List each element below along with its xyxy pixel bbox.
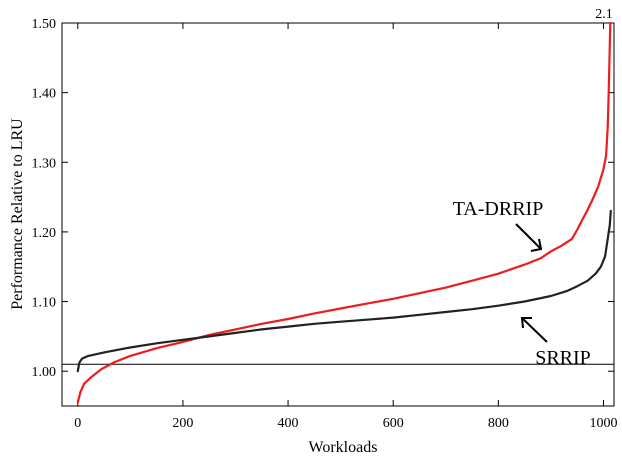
- clipped-value-label: 2.1: [595, 7, 613, 22]
- y-tick-label: 1.50: [32, 17, 57, 32]
- y-tick-label: 1.10: [32, 296, 57, 311]
- annotation-ta-drrip-arrow: [515, 223, 542, 250]
- x-axis-ticks: 0 200 400 600 800 1000: [74, 23, 617, 431]
- annotation-srrip: SRRIP: [535, 347, 591, 369]
- series-line-srrip: [76, 209, 612, 373]
- plot-area-frame: [61, 22, 615, 407]
- y-tick-label: 1.40: [32, 87, 57, 102]
- annotation-ta-drrip-arrowhead: [530, 238, 543, 252]
- x-tick-label: 200: [172, 416, 193, 431]
- x-tick-label: 0: [74, 416, 81, 431]
- x-tick-label: 600: [383, 416, 404, 431]
- x-tick-label: 400: [278, 416, 299, 431]
- y-axis-label: Performance Relative to LRU: [9, 118, 26, 310]
- series-layer: [76, 21, 612, 404]
- x-tick-label: 800: [488, 416, 509, 431]
- annotation-srrip-arrowhead: [520, 317, 532, 329]
- y-tick-label: 1.00: [32, 365, 57, 380]
- annotation-srrip-arrow: [521, 317, 548, 343]
- y-axis-ticks: 1.00 1.10 1.20 1.30 1.40 1.50: [32, 17, 614, 380]
- y-tick-label: 1.20: [32, 226, 57, 241]
- x-tick-label: 1000: [589, 416, 617, 431]
- annotation-ta-drrip: TA-DRRIP: [453, 198, 544, 220]
- x-axis-label: Workloads: [309, 439, 378, 456]
- series-line-ta-drrip: [76, 21, 612, 404]
- y-tick-label: 1.30: [32, 156, 57, 171]
